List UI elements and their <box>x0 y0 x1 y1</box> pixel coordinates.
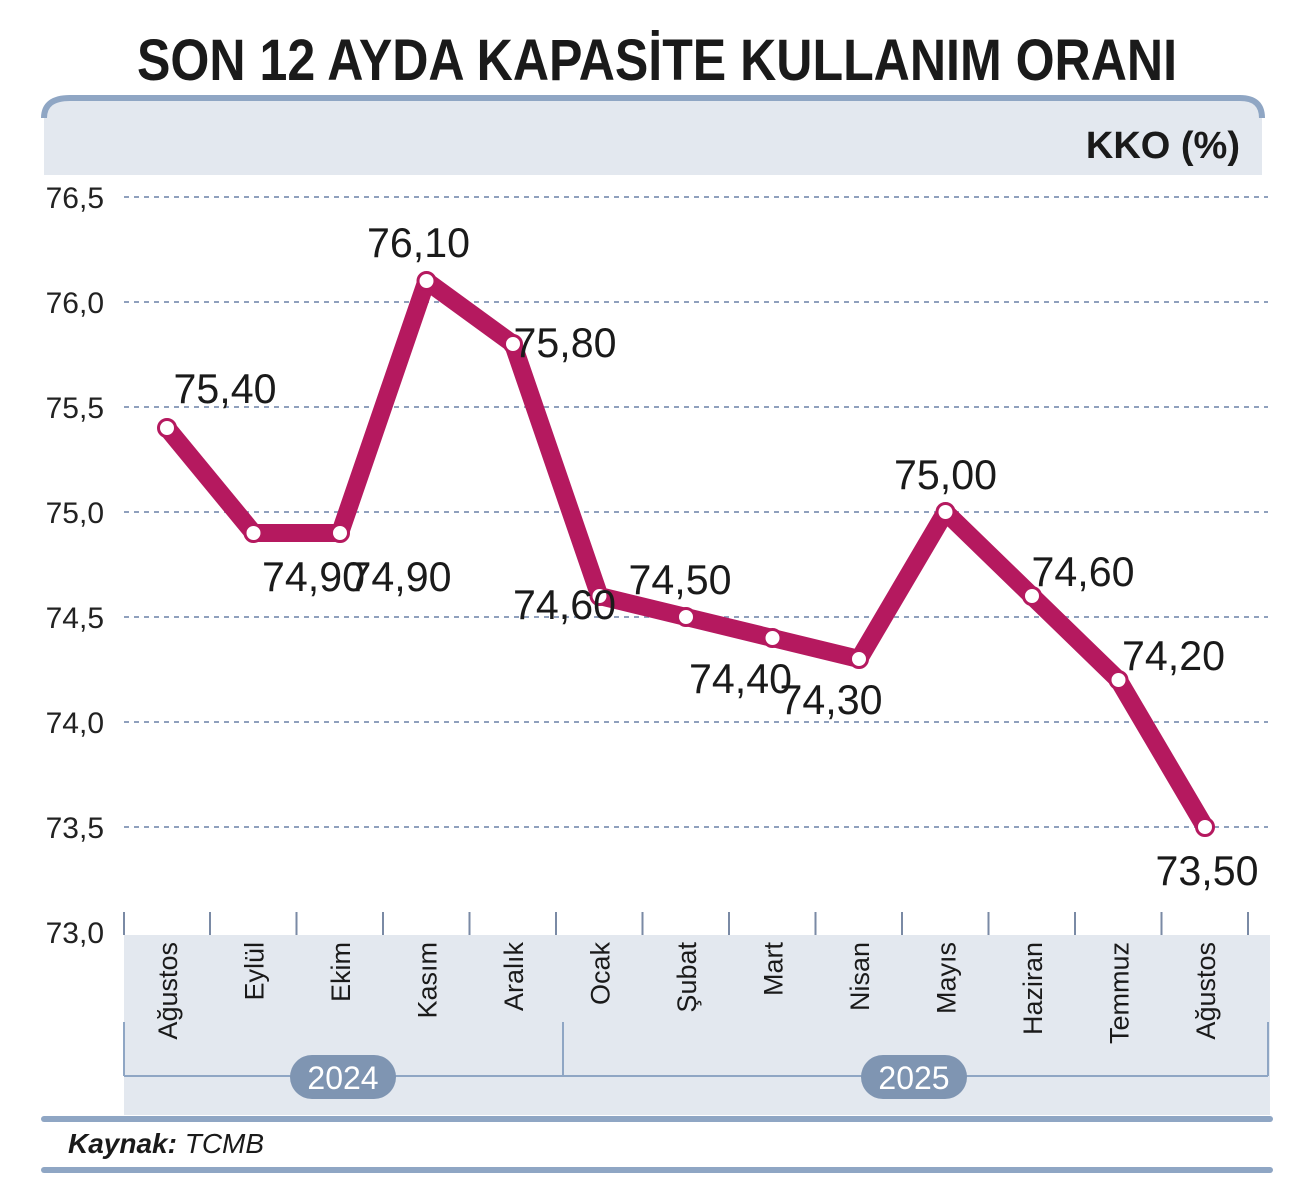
data-point <box>1022 586 1042 606</box>
data-label: 74,60 <box>1032 548 1135 595</box>
chart-title: SON 12 AYDA KAPASİTE KULLANIM ORANI <box>137 28 1177 93</box>
x-tick-label: Ağustos <box>1191 942 1221 1040</box>
x-axis-labels: Ağustos Eylül Ekim Kasım Aralık Ocak Şubat Mart… <box>153 942 1221 1045</box>
data-point <box>243 523 264 543</box>
x-tick-label: Şubat <box>672 942 702 1013</box>
data-point <box>157 418 177 438</box>
x-tick-label: Aralık <box>499 942 529 1012</box>
data-label: 74,60 <box>513 581 616 628</box>
data-point <box>849 649 869 669</box>
x-tick-label: Mart <box>759 942 789 996</box>
header-rule <box>41 95 1265 119</box>
x-tick-label: Haziran <box>1018 942 1048 1035</box>
x-tick-label: Temmuz <box>1105 942 1135 1044</box>
data-points <box>157 271 1215 837</box>
y-tick-label: 73,5 <box>46 812 104 845</box>
y-tick-label: 75,0 <box>46 497 104 530</box>
data-label: 74,90 <box>349 553 452 600</box>
x-axis-ticks <box>123 912 1249 935</box>
data-label: 74,50 <box>629 556 732 603</box>
y-tick-label: 73,0 <box>46 917 104 950</box>
x-tick-label: Kasım <box>413 942 443 1019</box>
header-band <box>44 100 1262 175</box>
x-tick-label: Ekim <box>326 942 356 1002</box>
year-groups: 2024 2025 <box>123 1022 1269 1099</box>
data-point <box>589 586 610 606</box>
y-tick-label: 75,5 <box>46 392 104 425</box>
unit-label: KKO (%) <box>1086 125 1240 167</box>
data-label: 74,40 <box>689 655 792 702</box>
source-label: Kaynak: <box>68 1128 177 1159</box>
y-axis: 73,0 73,5 74,0 74,5 75,0 75,5 76,0 76,5 <box>46 182 104 950</box>
data-point <box>1108 670 1129 690</box>
data-label: 75,80 <box>514 319 617 366</box>
x-tick-label: Ağustos <box>153 942 183 1040</box>
data-point <box>330 523 350 543</box>
data-point <box>935 502 956 522</box>
year-label: 2025 <box>878 1060 949 1096</box>
x-tick-label: Nisan <box>845 942 875 1011</box>
x-tick-label: Eylül <box>240 942 270 1001</box>
data-point <box>416 271 437 291</box>
source-value: TCMB <box>184 1128 265 1159</box>
year-label: 2024 <box>307 1060 378 1096</box>
data-label: 75,00 <box>894 451 997 498</box>
y-tick-label: 74,0 <box>46 707 104 740</box>
data-point <box>503 334 523 354</box>
y-tick-label: 76,0 <box>46 287 104 320</box>
y-tick-label: 74,5 <box>46 602 104 635</box>
data-label: 74,30 <box>780 676 883 723</box>
data-point <box>676 607 696 627</box>
x-tick-label: Ocak <box>586 942 616 1006</box>
source-note: Kaynak: TCMB <box>68 1128 264 1160</box>
data-point <box>1195 817 1215 837</box>
data-point <box>762 628 783 648</box>
year-pill <box>290 1055 396 1099</box>
data-label: 75,40 <box>174 365 277 412</box>
data-label: 74,90 <box>262 553 365 600</box>
grid-lines <box>124 196 1268 828</box>
data-label: 76,10 <box>367 219 470 266</box>
data-label: 74,20 <box>1122 632 1225 679</box>
y-tick-label: 76,5 <box>46 182 104 215</box>
year-pill <box>861 1055 967 1099</box>
data-label: 73,50 <box>1156 847 1259 894</box>
x-tick-label: Mayıs <box>932 942 962 1014</box>
